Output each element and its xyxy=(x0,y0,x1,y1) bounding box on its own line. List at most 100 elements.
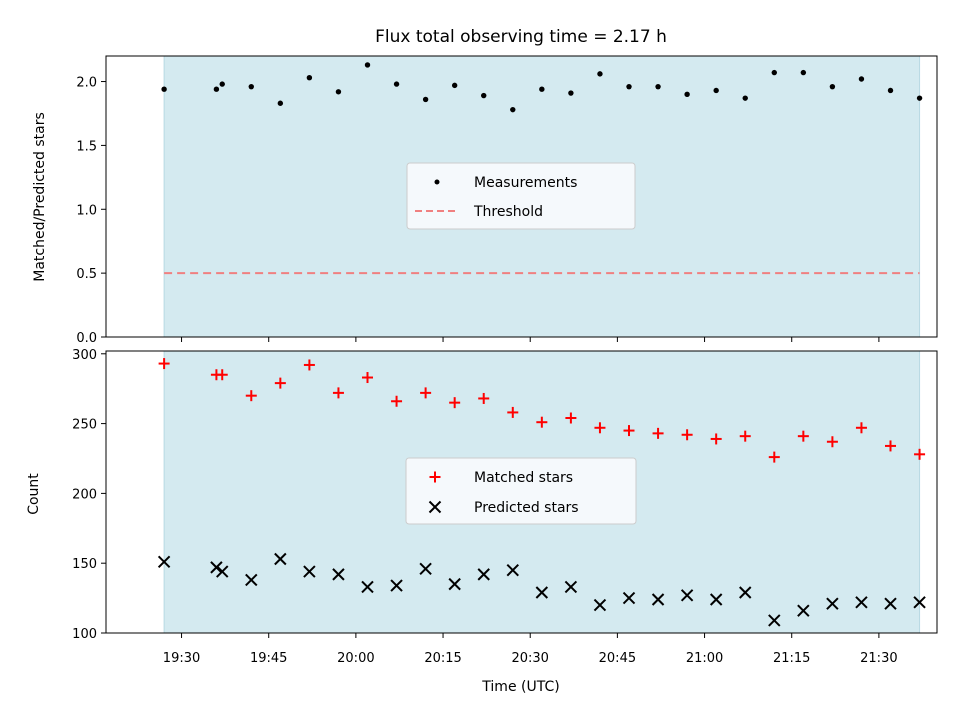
predicted-point xyxy=(826,597,839,610)
matched-point xyxy=(391,395,403,407)
x-tick-label: 19:45 xyxy=(250,651,287,666)
measurement-point xyxy=(626,83,632,90)
matched-point xyxy=(216,369,228,381)
x-tick-label: 20:00 xyxy=(337,651,374,666)
predicted-point xyxy=(419,562,432,575)
matched-point xyxy=(565,412,577,424)
measurement-point xyxy=(422,96,429,103)
matched-point xyxy=(768,451,780,463)
measurement-point xyxy=(742,95,748,101)
measurement-point xyxy=(684,91,690,98)
legend-matched-marker xyxy=(429,471,441,483)
top-panel: 0.00.51.01.52.0 Matched/Predicted stars … xyxy=(32,55,938,346)
matched-point xyxy=(739,430,751,442)
matched-point xyxy=(274,377,286,389)
predicted-point xyxy=(680,589,694,602)
matched-point xyxy=(855,422,867,434)
predicted-point xyxy=(157,555,171,569)
predicted-point xyxy=(303,565,316,578)
measurement-point xyxy=(713,87,719,94)
matched-point xyxy=(826,436,838,448)
measurement-point xyxy=(858,76,865,82)
matched-point xyxy=(332,387,344,399)
measurement-point xyxy=(219,81,225,87)
predicted-point xyxy=(332,568,345,581)
top-y-axis: 0.0 0.5 1.0 1.5 2.0 xyxy=(76,76,106,346)
top-y-tick-label: 1.0 xyxy=(76,203,97,218)
top-y-axis-label: Matched/Predicted stars xyxy=(32,112,48,282)
x-tick-label: 21:30 xyxy=(860,651,897,666)
measurement-point xyxy=(277,100,284,106)
x-tick-label: 21:15 xyxy=(773,651,810,666)
chart-title: Flux total observing time = 2.17 h xyxy=(375,27,667,47)
bottom-legend-box xyxy=(405,457,637,525)
predicted-point xyxy=(506,563,519,577)
x-tick-label: 20:45 xyxy=(599,651,636,666)
predicted-point xyxy=(884,597,897,610)
measurement-point xyxy=(213,86,220,92)
top-y-tick-label: 2.0 xyxy=(76,76,97,91)
measurement-point xyxy=(800,69,807,76)
bottom-y-tick-label: 100 xyxy=(72,627,97,642)
matched-point xyxy=(245,390,257,402)
measurement-point xyxy=(568,90,574,96)
predicted-point xyxy=(564,580,578,594)
top-y-tick-label: 0.0 xyxy=(76,331,97,346)
matched-points xyxy=(158,358,926,463)
bottom-y-tick-label: 200 xyxy=(72,487,97,502)
bottom-x-axis: 19:30 19:45 20:00 20:15 20:30 20:45 21:00 21:15… xyxy=(163,633,898,666)
predicted-point xyxy=(448,577,461,591)
matched-point xyxy=(681,429,693,441)
measurement-point xyxy=(451,82,458,89)
predicted-point xyxy=(535,586,549,599)
measurement-point xyxy=(916,95,923,101)
predicted-point xyxy=(477,568,490,581)
bottom-legend: Matched stars Predicted stars xyxy=(405,457,637,525)
matched-point xyxy=(914,448,926,460)
predicted-point xyxy=(210,561,223,574)
measurement-point xyxy=(248,83,254,90)
measurement-point xyxy=(887,87,894,94)
legend-threshold-label: Threshold xyxy=(473,204,543,220)
predicted-point xyxy=(216,565,229,578)
x-tick-label: 19:30 xyxy=(163,651,200,666)
predicted-point xyxy=(797,604,810,617)
bottom-y-tick-label: 300 xyxy=(72,348,97,363)
legend-measurements-marker xyxy=(434,179,440,185)
top-x-tickmarks xyxy=(181,337,880,342)
matched-point xyxy=(478,392,490,404)
matched-point xyxy=(594,422,606,434)
predicted-point xyxy=(768,614,781,627)
matched-point xyxy=(362,372,374,384)
matched-point xyxy=(303,359,315,371)
top-y-tick-label: 1.5 xyxy=(76,139,97,154)
x-tick-label: 21:00 xyxy=(686,651,723,666)
predicted-point xyxy=(361,580,374,594)
matched-point xyxy=(710,433,722,445)
measurement-point xyxy=(510,106,516,113)
matched-point xyxy=(797,430,809,442)
top-plot-frame xyxy=(105,55,938,338)
matched-point xyxy=(623,425,635,437)
predicted-point xyxy=(390,579,403,592)
measurement-point xyxy=(393,81,400,87)
x-tick-label: 20:15 xyxy=(424,651,461,666)
matched-point xyxy=(652,427,664,439)
measurement-point xyxy=(539,86,545,92)
predicted-point xyxy=(593,598,607,612)
legend-measurements-label: Measurements xyxy=(474,175,577,191)
predicted-point xyxy=(245,573,258,587)
measurement-point xyxy=(655,83,661,90)
top-legend-box xyxy=(406,162,636,230)
predicted-point xyxy=(651,593,665,606)
predicted-point xyxy=(913,596,926,609)
matched-point xyxy=(885,440,897,452)
bottom-plot-frame xyxy=(105,350,938,634)
bottom-y-tick-label: 150 xyxy=(72,557,97,572)
legend-matched-plus xyxy=(429,471,441,483)
predicted-points xyxy=(157,552,926,627)
measurement-point xyxy=(306,75,313,81)
top-y-tick-label: 0.5 xyxy=(76,267,97,282)
predicted-point xyxy=(274,552,287,566)
measurement-point xyxy=(829,83,836,90)
